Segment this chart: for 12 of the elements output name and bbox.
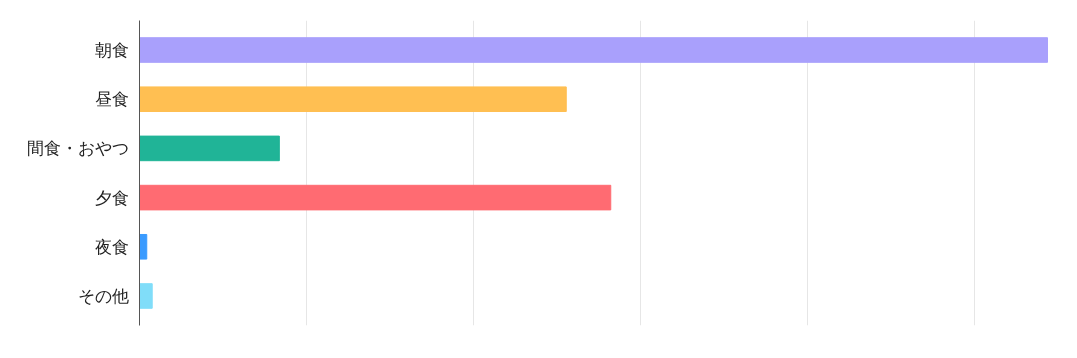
y-tick-label: 間食・おやつ	[26, 138, 129, 159]
bar	[139, 233, 148, 260]
y-tick-label: 昼食	[94, 89, 129, 110]
y-tick-label: 朝食	[94, 40, 129, 61]
bar	[139, 184, 612, 211]
bar	[139, 135, 280, 162]
bar	[139, 86, 567, 113]
y-tick-label: 夕食	[94, 187, 129, 208]
y-tick-label: 夜食	[94, 236, 129, 257]
bar	[139, 37, 1049, 63]
y-tick-label: その他	[77, 285, 129, 306]
bar	[139, 283, 153, 309]
